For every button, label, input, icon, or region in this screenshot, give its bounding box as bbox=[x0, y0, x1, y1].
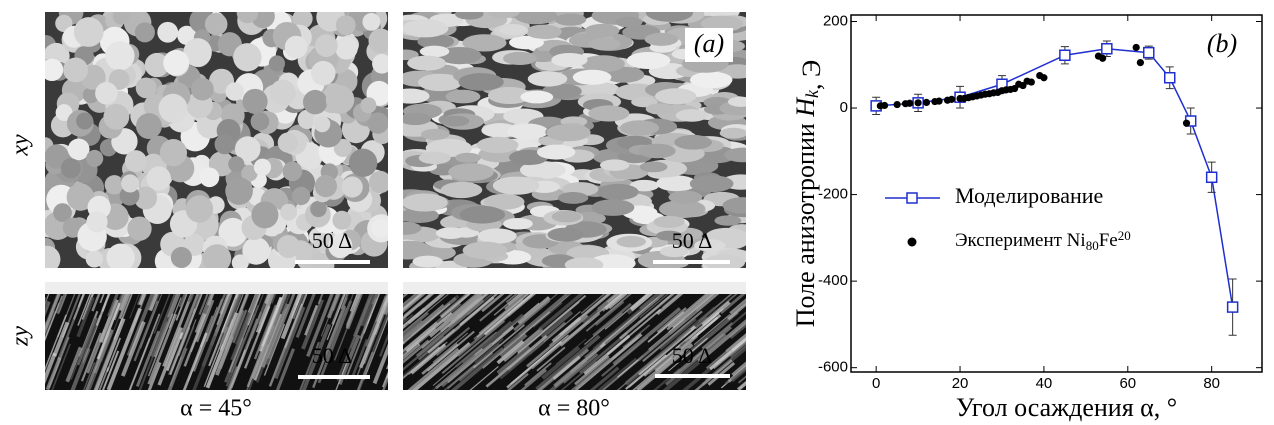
y-tick-label: -400 bbox=[818, 272, 848, 289]
micrograph bbox=[350, 253, 801, 399]
marker bbox=[1207, 172, 1217, 182]
point bbox=[881, 102, 888, 109]
row-label: xy bbox=[8, 134, 34, 157]
micrographs bbox=[0, 0, 801, 400]
legend-marker bbox=[908, 238, 917, 247]
point bbox=[948, 96, 955, 103]
x-tick-label: 20 bbox=[952, 375, 969, 392]
scale-label: 50 Δ bbox=[672, 228, 712, 253]
marker bbox=[1102, 44, 1112, 54]
chart: -600 -400 -200 0 200 0 20 40 60 80 Угол осаждения … bbox=[791, 12, 1262, 422]
x-axis-label: Угол осаждения α, ° bbox=[956, 393, 1177, 422]
y-tick-label: -600 bbox=[818, 359, 848, 376]
x-tick-label: 40 bbox=[1036, 375, 1053, 392]
point bbox=[1028, 78, 1035, 85]
caption: α = 45° bbox=[180, 396, 252, 422]
y-tick-label: -200 bbox=[818, 186, 848, 203]
figure: xy zy (a) 50 Δ 50 Δ 50 Δ 50 Δ α = 45° α … bbox=[0, 0, 1274, 425]
scale-label: 50 Δ bbox=[312, 228, 352, 253]
point bbox=[906, 100, 913, 107]
point bbox=[1099, 55, 1106, 62]
point bbox=[1137, 59, 1144, 66]
legend-marker bbox=[907, 193, 917, 203]
panel-label: (b) bbox=[1207, 29, 1237, 58]
scale-label: 50 Δ bbox=[672, 343, 712, 368]
marker bbox=[1165, 73, 1175, 83]
legend-label: Моделирование bbox=[955, 183, 1103, 208]
caption: α = 80° bbox=[538, 396, 610, 422]
panel-label: (a) bbox=[694, 29, 724, 58]
marker bbox=[1060, 50, 1070, 60]
point bbox=[1040, 74, 1047, 81]
series-line bbox=[876, 49, 1232, 307]
marker bbox=[1228, 302, 1238, 312]
point bbox=[1133, 44, 1140, 51]
point bbox=[1183, 120, 1190, 127]
y-tick-label: 200 bbox=[823, 12, 848, 29]
legend-label: Эксперимент Ni80Fe20 bbox=[955, 228, 1131, 253]
point bbox=[935, 98, 942, 105]
point bbox=[915, 99, 922, 106]
scale-label: 50 Δ bbox=[312, 343, 352, 368]
marker bbox=[1144, 48, 1154, 58]
point bbox=[923, 99, 930, 106]
y-tick-label: 0 bbox=[840, 99, 848, 116]
x-tick-label: 80 bbox=[1203, 375, 1220, 392]
x-tick-label: 0 bbox=[872, 375, 880, 392]
x-tick-label: 60 bbox=[1119, 375, 1136, 392]
row-label: zy bbox=[8, 326, 34, 347]
point bbox=[894, 101, 901, 108]
